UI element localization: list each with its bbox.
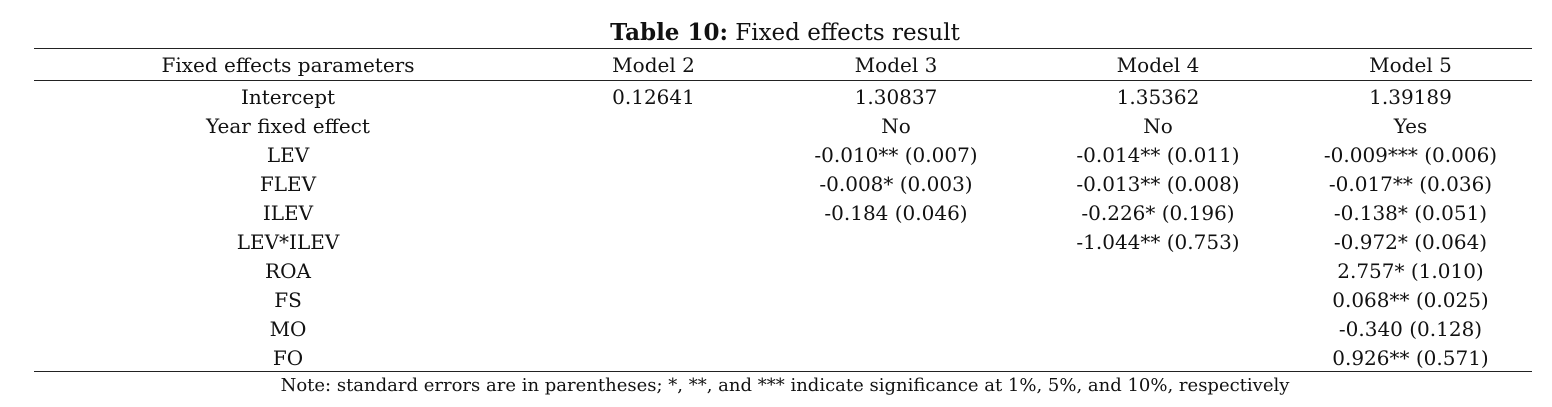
- table-top-rule: [34, 48, 1532, 49]
- table-caption-label: Table 10:: [610, 19, 728, 46]
- table-cell: 0.926** (0.571): [1332, 346, 1489, 370]
- table-cell: -0.009*** (0.006): [1323, 143, 1498, 167]
- table-cell: [542, 170, 765, 199]
- table-cell: 0.12641: [612, 85, 695, 109]
- table-row: ILEV -0.184 (0.046) -0.226* (0.196) -0.1…: [34, 199, 1532, 228]
- table-bottom-rule: [34, 371, 1532, 372]
- table-cell: [542, 112, 765, 141]
- row-label: ROA: [265, 259, 311, 283]
- table-cell: [765, 344, 1027, 373]
- table-cell: -0.138* (0.051): [1333, 201, 1488, 225]
- table-cell: -0.014** (0.011): [1076, 143, 1240, 167]
- row-label: ILEV: [262, 201, 314, 225]
- table-row: FLEV -0.008* (0.003) -0.013** (0.008) -0…: [34, 170, 1532, 199]
- table-cell: 0.068** (0.025): [1332, 288, 1489, 312]
- table-header-row: Fixed effects parameters Model 2 Model 3…: [34, 50, 1532, 81]
- table-cell: Yes: [1393, 114, 1428, 138]
- table-cell: [1027, 257, 1289, 286]
- table-cell: -0.340 (0.128): [1338, 317, 1483, 341]
- column-header-parameters: Fixed effects parameters: [161, 53, 415, 77]
- column-header-model-4: Model 4: [1116, 53, 1200, 77]
- table-cell: 1.39189: [1369, 85, 1452, 109]
- table-cell: -0.013** (0.008): [1076, 172, 1240, 196]
- row-label: Intercept: [240, 85, 336, 109]
- table-cell: -0.017** (0.036): [1328, 172, 1493, 196]
- column-header-model-2: Model 2: [612, 53, 695, 77]
- table-row: ROA 2.757* (1.010): [34, 257, 1532, 286]
- row-label: FLEV: [259, 172, 317, 196]
- table-cell: -1.044** (0.753): [1076, 230, 1240, 254]
- table-cell: 1.30837: [854, 85, 938, 109]
- table-cell: -0.972* (0.064): [1333, 230, 1488, 254]
- row-label: MO: [269, 317, 307, 341]
- table-cell: [1027, 344, 1289, 373]
- row-label: LEV*ILEV: [236, 230, 340, 254]
- row-label: Year fixed effect: [206, 114, 370, 138]
- table-row: MO -0.340 (0.128): [34, 315, 1532, 344]
- table-cell: No: [1143, 114, 1173, 138]
- table-row: Year fixed effect No No Yes: [34, 112, 1532, 141]
- row-label: LEV: [266, 143, 310, 167]
- table-row: FO 0.926** (0.571): [34, 344, 1532, 373]
- table-cell: [542, 286, 765, 315]
- table-cell: [542, 257, 765, 286]
- row-label: FS: [274, 288, 302, 312]
- table-cell: [542, 141, 765, 170]
- table-cell: -0.184 (0.046): [824, 201, 968, 225]
- table-cell: 2.757* (1.010): [1337, 259, 1484, 283]
- table-cell: -0.008* (0.003): [819, 172, 973, 196]
- table-caption: Table 10: Fixed effects result: [0, 18, 1552, 48]
- table-cell: [542, 315, 765, 344]
- table-cell: [765, 315, 1027, 344]
- row-label: FO: [272, 346, 304, 370]
- table-cell: [765, 286, 1027, 315]
- table-cell: [1027, 315, 1289, 344]
- table-note: Note: standard errors are in parentheses…: [280, 375, 1290, 396]
- column-header-model-5: Model 5: [1369, 53, 1452, 77]
- table-cell: -0.226* (0.196): [1081, 201, 1235, 225]
- table-row: Intercept 0.12641 1.30837 1.35362 1.3918…: [34, 81, 1532, 112]
- fixed-effects-table: Fixed effects parameters Model 2 Model 3…: [34, 50, 1532, 373]
- column-header-model-3: Model 3: [854, 53, 938, 77]
- table-row: LEV*ILEV -1.044** (0.753) -0.972* (0.064…: [34, 228, 1532, 257]
- table-cell: [765, 257, 1027, 286]
- table-cell: [542, 228, 765, 257]
- table-cell: -0.010** (0.007): [814, 143, 978, 167]
- table-cell: [542, 199, 765, 228]
- table-cell: [765, 228, 1027, 257]
- table-header-rule: [34, 80, 1532, 81]
- table-cell: No: [881, 114, 911, 138]
- table-cell: 1.35362: [1116, 85, 1200, 109]
- table-caption-title: Fixed effects result: [735, 20, 960, 46]
- table-cell: [1027, 286, 1289, 315]
- table-row: FS 0.068** (0.025): [34, 286, 1532, 315]
- table-cell: [542, 344, 765, 373]
- table-row: LEV -0.010** (0.007) -0.014** (0.011) -0…: [34, 141, 1532, 170]
